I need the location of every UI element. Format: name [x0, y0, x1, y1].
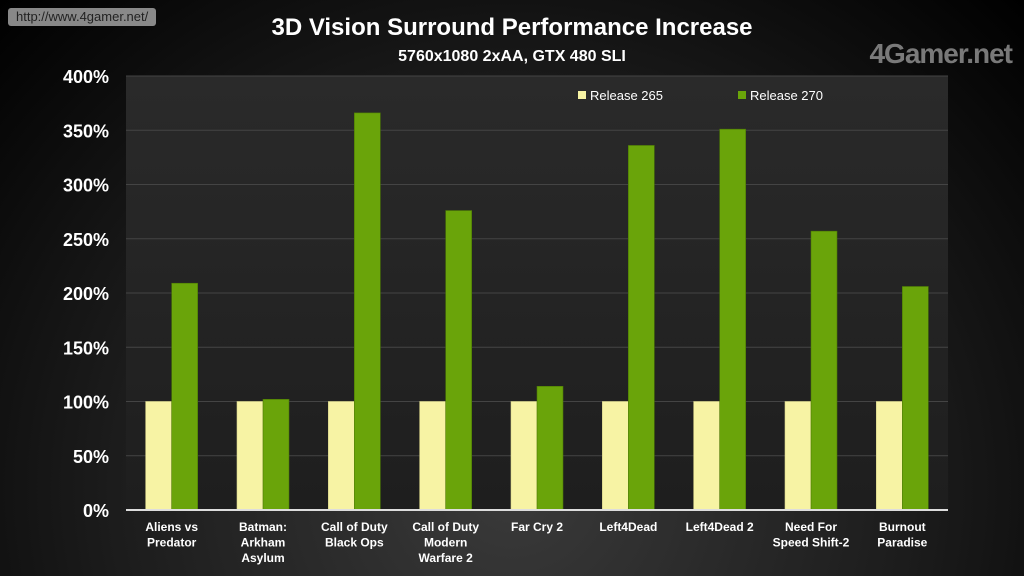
x-tick-label: Speed Shift-2: [773, 536, 850, 550]
bar-release-265: [236, 401, 264, 511]
chart-subtitle: 5760x1080 2xAA, GTX 480 SLI: [398, 48, 626, 65]
y-tick-label: 400%: [63, 67, 109, 87]
bar-release-270: [628, 145, 655, 511]
x-tick-label: Call of Duty: [321, 520, 388, 534]
y-tick-label: 0%: [83, 501, 109, 521]
y-tick-label: 50%: [73, 447, 109, 467]
x-tick-label: Predator: [147, 536, 197, 550]
x-tick-label: Black Ops: [325, 536, 384, 550]
x-tick-label: Far Cry 2: [511, 520, 563, 534]
y-tick-label: 200%: [63, 284, 109, 304]
y-tick-label: 300%: [63, 176, 109, 196]
x-tick-label: Batman:: [239, 520, 287, 534]
bar-release-265: [419, 401, 446, 511]
x-tick-label: Burnout: [879, 520, 926, 534]
y-tick-label: 150%: [63, 338, 109, 358]
x-tick-label: Modern: [424, 536, 467, 550]
bar-release-265: [510, 401, 538, 511]
watermark-logo: 4Gamer.net: [869, 38, 1013, 69]
x-tick-label: Asylum: [241, 551, 284, 565]
y-tick-label: 250%: [63, 230, 109, 250]
x-tick-label: Arkham: [241, 536, 286, 550]
legend-label: Release 270: [750, 88, 823, 103]
bar-release-270: [536, 386, 564, 511]
x-tick-label: Aliens vs: [145, 520, 198, 534]
bar-release-265: [602, 401, 629, 511]
x-tick-label: Need For: [785, 520, 837, 534]
bar-release-265: [876, 401, 903, 511]
y-tick-label: 100%: [63, 393, 109, 413]
bar-release-265: [328, 401, 355, 511]
bar-release-270: [810, 230, 838, 511]
bar-release-270: [354, 112, 381, 511]
y-tick-label: 350%: [63, 121, 109, 141]
bar-release-270: [171, 282, 198, 511]
legend-swatch: [578, 91, 586, 99]
bar-release-270: [445, 210, 472, 511]
legend-label: Release 265: [590, 88, 663, 103]
x-tick-label: Call of Duty: [412, 520, 479, 534]
x-tick-label: Left4Dead: [599, 520, 657, 534]
chart-title: 3D Vision Surround Performance Increase: [271, 14, 753, 41]
bar-release-270: [262, 399, 290, 511]
bar-release-270: [902, 286, 929, 511]
legend-swatch: [738, 91, 746, 99]
bar-release-270: [719, 128, 746, 511]
x-tick-label: Left4Dead 2: [686, 520, 754, 534]
bar-release-265: [693, 401, 720, 511]
x-tick-label: Paradise: [877, 536, 927, 550]
bar-release-265: [784, 401, 812, 511]
x-tick-label: Warfare 2: [419, 551, 474, 565]
bar-release-265: [145, 401, 172, 511]
watermark-url: http://www.4gamer.net/: [8, 8, 157, 26]
